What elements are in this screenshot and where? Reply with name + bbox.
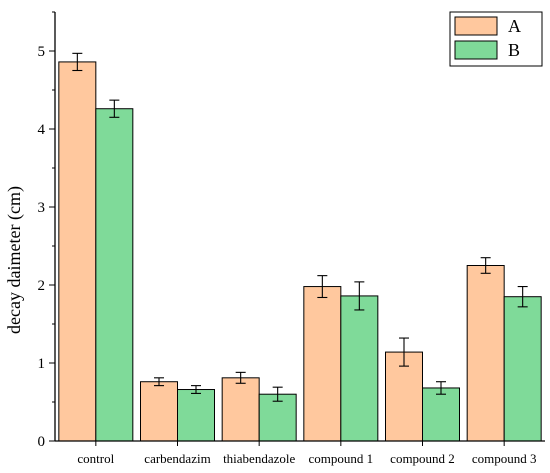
y-tick-label: 0 [38, 434, 46, 450]
legend-swatch-B [454, 40, 498, 60]
legend-label-B: B [508, 40, 520, 60]
legend-label-A: A [508, 16, 521, 36]
bar-A-control [58, 61, 97, 442]
bar-A-compound-3 [466, 265, 505, 442]
y-tick-label: 2 [38, 278, 46, 294]
y-axis-title: decay daimeter (cm) [4, 186, 25, 334]
x-tick-label: compound 3 [472, 451, 537, 466]
bar-A-thiabendazole [221, 377, 260, 442]
bar-B-compound-2 [422, 387, 460, 442]
bar-B-carbendazim [177, 389, 215, 442]
y-tick-label: 4 [38, 122, 46, 138]
y-tick-label: 5 [38, 44, 46, 60]
x-tick-label: carbendazim [144, 451, 210, 466]
y-tick-label: 1 [38, 356, 46, 372]
legend-swatch-A [454, 16, 498, 36]
bar-A-compound-2 [385, 351, 423, 442]
x-tick-label: thiabendazole [223, 451, 295, 466]
bar-B-compound-3 [503, 296, 542, 442]
y-tick-label: 3 [38, 200, 46, 216]
bar-A-carbendazim [140, 381, 178, 442]
bar-B-control [95, 108, 134, 442]
bar-A-compound-1 [303, 286, 342, 442]
x-tick-label: compound 1 [309, 451, 374, 466]
plot-area: 0 1 2 3 4 5 control carbendazim thiabendazole com… [38, 11, 545, 466]
bar-B-compound-1 [340, 295, 379, 442]
x-tick-label: control [77, 451, 114, 466]
bar-B-thiabendazole [258, 393, 297, 442]
x-tick-label: compound 2 [390, 451, 455, 466]
